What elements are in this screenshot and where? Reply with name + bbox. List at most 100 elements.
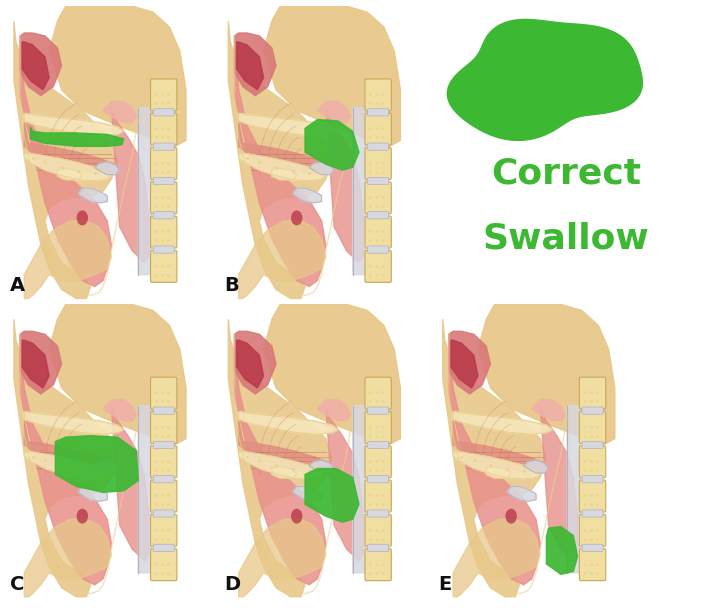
Polygon shape [453, 452, 540, 479]
Polygon shape [24, 519, 111, 597]
FancyBboxPatch shape [150, 514, 177, 546]
Polygon shape [20, 33, 62, 95]
FancyBboxPatch shape [365, 514, 392, 546]
Polygon shape [478, 304, 615, 448]
Polygon shape [239, 122, 334, 173]
Polygon shape [353, 406, 366, 573]
Polygon shape [56, 435, 138, 493]
Polygon shape [486, 467, 511, 478]
FancyBboxPatch shape [368, 109, 389, 116]
FancyBboxPatch shape [579, 549, 606, 581]
Polygon shape [239, 154, 325, 181]
FancyBboxPatch shape [368, 246, 389, 253]
FancyBboxPatch shape [153, 177, 174, 184]
FancyBboxPatch shape [150, 216, 177, 248]
Ellipse shape [77, 509, 88, 523]
Polygon shape [453, 421, 548, 472]
FancyBboxPatch shape [582, 407, 603, 414]
Polygon shape [237, 42, 264, 90]
FancyBboxPatch shape [153, 246, 174, 253]
Polygon shape [239, 221, 325, 298]
Polygon shape [447, 20, 643, 140]
Polygon shape [24, 221, 111, 298]
FancyBboxPatch shape [153, 407, 174, 414]
Polygon shape [524, 460, 548, 473]
FancyBboxPatch shape [365, 113, 392, 145]
Polygon shape [111, 108, 149, 263]
Polygon shape [14, 319, 117, 597]
Polygon shape [24, 122, 120, 173]
FancyBboxPatch shape [368, 212, 389, 219]
Polygon shape [443, 319, 546, 597]
FancyBboxPatch shape [150, 549, 177, 581]
Polygon shape [22, 340, 49, 388]
Polygon shape [309, 162, 334, 175]
Polygon shape [228, 319, 332, 597]
FancyBboxPatch shape [579, 411, 606, 443]
Polygon shape [24, 114, 124, 136]
FancyBboxPatch shape [582, 544, 603, 552]
Polygon shape [532, 400, 565, 421]
Polygon shape [540, 406, 577, 561]
FancyBboxPatch shape [153, 442, 174, 448]
FancyBboxPatch shape [153, 475, 174, 483]
FancyBboxPatch shape [368, 177, 389, 184]
FancyBboxPatch shape [368, 442, 389, 448]
FancyBboxPatch shape [582, 475, 603, 483]
Polygon shape [49, 6, 186, 149]
Polygon shape [49, 304, 186, 448]
Polygon shape [58, 467, 82, 478]
Polygon shape [264, 6, 401, 149]
Polygon shape [20, 335, 111, 585]
Polygon shape [78, 486, 108, 501]
FancyBboxPatch shape [365, 549, 392, 581]
FancyBboxPatch shape [368, 407, 389, 414]
FancyBboxPatch shape [368, 510, 389, 517]
Polygon shape [235, 36, 325, 287]
Text: Correct: Correct [491, 156, 641, 190]
FancyBboxPatch shape [582, 510, 603, 517]
Text: B: B [224, 277, 239, 295]
Polygon shape [103, 101, 136, 122]
Polygon shape [449, 335, 540, 585]
Polygon shape [14, 21, 117, 298]
Polygon shape [567, 406, 581, 573]
Polygon shape [20, 331, 62, 394]
Polygon shape [24, 421, 120, 472]
Polygon shape [264, 304, 401, 448]
Polygon shape [309, 460, 334, 473]
Polygon shape [24, 154, 111, 181]
FancyBboxPatch shape [153, 143, 174, 150]
Polygon shape [292, 188, 322, 203]
FancyBboxPatch shape [365, 182, 392, 214]
FancyBboxPatch shape [150, 480, 177, 512]
Polygon shape [24, 452, 111, 479]
Text: A: A [10, 277, 25, 295]
Polygon shape [228, 21, 332, 298]
Polygon shape [239, 421, 334, 472]
Polygon shape [235, 331, 276, 394]
Polygon shape [453, 412, 553, 434]
FancyBboxPatch shape [365, 216, 392, 248]
Ellipse shape [77, 210, 88, 225]
Polygon shape [272, 467, 297, 478]
FancyBboxPatch shape [150, 79, 177, 111]
Polygon shape [507, 486, 536, 501]
Polygon shape [451, 340, 478, 388]
Polygon shape [78, 188, 108, 203]
FancyBboxPatch shape [582, 442, 603, 448]
Polygon shape [239, 519, 325, 597]
FancyBboxPatch shape [368, 475, 389, 483]
FancyBboxPatch shape [365, 79, 392, 111]
FancyBboxPatch shape [153, 109, 174, 116]
Polygon shape [30, 127, 124, 146]
Polygon shape [325, 108, 363, 263]
FancyBboxPatch shape [365, 480, 392, 512]
Polygon shape [95, 162, 120, 175]
Polygon shape [546, 526, 577, 574]
Polygon shape [58, 169, 82, 180]
Polygon shape [237, 340, 264, 388]
FancyBboxPatch shape [153, 212, 174, 219]
Polygon shape [239, 452, 325, 479]
Polygon shape [325, 406, 363, 561]
